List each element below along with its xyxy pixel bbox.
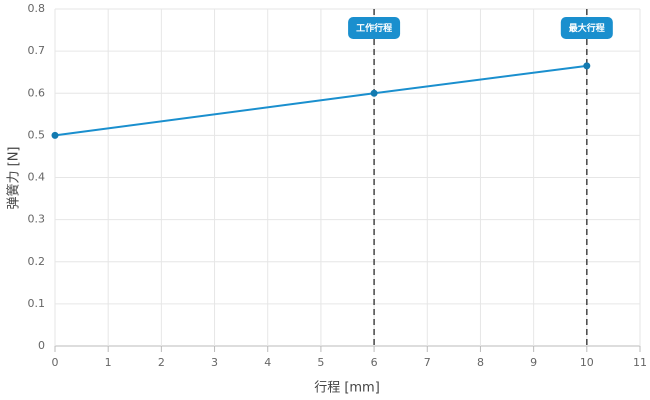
x-tick-label: 3 [211,356,218,369]
x-axis-title: 行程 [mm] [314,381,380,396]
x-tick-label: 11 [633,356,647,369]
annotation-box [560,17,613,39]
y-tick-label: 0.7 [28,44,46,57]
y-tick-label: 0.1 [28,297,46,310]
y-tick-label: 0.5 [28,128,46,141]
y-axis-title: 弹簧力 [N] [6,146,22,209]
annotation-label: 最大行程 [569,22,605,34]
x-tick-label: 9 [530,356,537,369]
x-tick-label: 5 [317,356,324,369]
y-tick-label: 0 [38,339,45,352]
x-tick-label: 6 [371,356,378,369]
y-tick-label: 0.6 [28,86,46,99]
point [51,131,59,139]
x-tick-label: 10 [580,356,594,369]
point [583,62,591,70]
x-tick-label: 4 [264,356,271,369]
x-tick-label: 8 [477,356,484,369]
x-tick-label: 2 [158,356,165,369]
y-tick-label: 0.2 [28,255,46,268]
annotation-label: 工作行程 [356,22,392,34]
annotation-box [348,17,401,39]
x-tick-label: 0 [52,356,59,369]
y-tick-label: 0.3 [28,213,46,226]
x-tick-label: 7 [424,356,431,369]
point [370,89,378,97]
x-tick-label: 1 [105,356,112,369]
y-tick-label: 0.8 [28,2,46,15]
y-tick-label: 0.4 [28,171,46,184]
